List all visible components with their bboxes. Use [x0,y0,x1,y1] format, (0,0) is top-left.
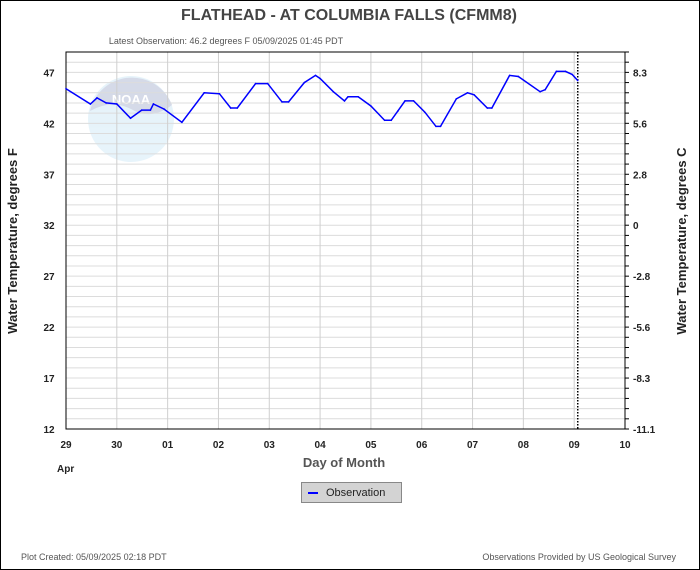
data-point [163,108,165,110]
data-point [65,87,67,90]
data-point [555,70,558,73]
data-point [397,110,399,112]
x-tick-label: 01 [162,440,174,451]
data-point [218,92,221,95]
data-point [571,73,573,76]
data-point [332,90,335,93]
x-tick-label: 05 [365,440,377,451]
plot-area-border [65,51,626,430]
y-tick-label: 47 [43,68,55,79]
y2-axis-label: Water Temperature, degrees C [674,147,689,335]
y-tick-label: 12 [43,425,55,436]
y-tick-label: 37 [43,170,55,181]
data-point [254,82,257,85]
data-point [149,109,152,111]
data-point [466,91,469,94]
data-point [404,100,406,102]
data-point [370,105,372,107]
x-tick-label: 03 [264,440,276,451]
y2-tick-label: -5.6 [633,323,651,334]
data-point [455,98,458,100]
legend-swatch-observation [308,491,318,494]
data-point [491,107,493,109]
y-tick-label: 27 [43,272,55,283]
data-point [229,107,232,109]
y2-tick-label: -11.1 [633,425,656,436]
plot-created-text: Plot Created: 05/09/2025 02:18 PDT [21,552,167,562]
y-axis-label: Water Temperature, degrees F [5,148,20,334]
data-point [287,101,290,103]
x-axis-label: Day of Month [303,455,385,470]
legend: Observation [301,482,402,503]
data-point [152,103,155,105]
data-point [319,77,321,80]
data-point [266,82,269,85]
noaa-logo-watermark: NOAA [88,76,174,162]
data-point [439,125,442,128]
chart-subtitle: Latest Observation: 46.2 degrees F 05/09… [109,36,344,46]
x-tick-label: 02 [213,440,225,451]
data-point [576,79,579,82]
data-point [423,111,426,113]
y-tick-label: 22 [43,323,55,334]
data-credit-text: Observations Provided by US Geological S… [482,552,676,562]
data-point [473,93,475,96]
x-tick-label: 04 [315,440,327,451]
data-point [105,102,107,104]
x-month-label: Apr [57,464,74,475]
data-point [236,107,239,109]
y-tick-label: 42 [43,119,55,130]
x-tick-label: 10 [619,440,631,451]
data-point [390,119,393,122]
y2-tick-label: 5.6 [633,119,647,130]
x-tick-label: 30 [111,440,123,451]
x-tick-label: 07 [467,440,479,451]
y2-tick-label: 8.3 [633,68,647,79]
data-point [539,90,541,93]
data-point [347,96,349,98]
y2-tick-label: -2.8 [633,272,651,283]
data-point [564,70,567,73]
legend-label-observation: Observation [326,486,386,499]
data-point [96,97,98,99]
data-point [181,121,183,124]
data-point [544,88,547,91]
chart-title: FLATHEAD - AT COLUMBIA FALLS (CFMM8) [181,7,517,24]
y2-tick-label: 2.8 [633,170,647,181]
data-point [412,100,415,102]
y-tick-label: 32 [43,221,55,232]
x-tick-label: 06 [416,440,428,451]
series-line-observation [65,70,579,128]
x-tick-label: 08 [518,440,530,451]
y-tick-label: 17 [43,374,55,385]
x-tick-label: 29 [60,440,72,451]
x-tick-label: 09 [569,440,581,451]
data-point [140,109,143,111]
data-point [435,125,437,128]
data-point [486,107,489,109]
data-point [129,117,132,120]
data-point [508,74,511,77]
data-point [303,81,306,84]
data-point [116,103,118,105]
data-point [314,74,317,77]
data-point [357,96,360,98]
data-point [203,91,206,94]
data-point [517,75,520,78]
data-point [89,103,92,105]
y2-tick-label: -8.3 [633,374,651,385]
data-point [281,101,283,103]
y2-tick-label: 0 [633,221,639,232]
data-point [343,100,346,102]
data-point [383,119,386,122]
